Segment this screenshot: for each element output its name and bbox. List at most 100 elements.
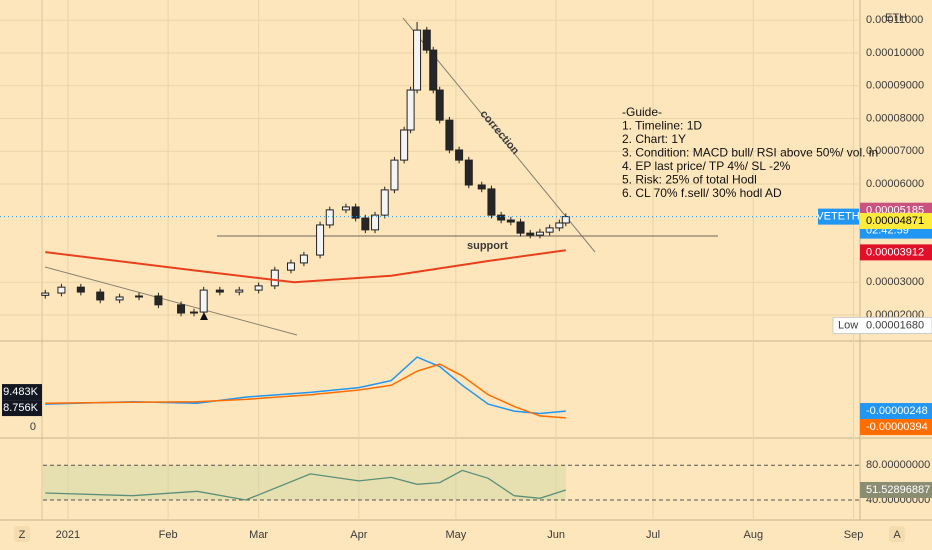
y-tick-label: 0.00007000 xyxy=(866,145,924,157)
y-tick-label: 0.00010000 xyxy=(866,47,924,59)
price-line-box xyxy=(860,212,932,229)
low-title: Low xyxy=(838,319,858,331)
candle-body xyxy=(487,188,496,216)
scale-button[interactable] xyxy=(889,526,905,542)
volume-box xyxy=(2,400,42,417)
x-tick-label: Apr xyxy=(350,529,367,541)
support-label: support xyxy=(467,240,508,252)
candle-body xyxy=(177,304,186,314)
candle-body xyxy=(199,289,208,313)
scale-button[interactable] xyxy=(14,526,30,542)
candle-body xyxy=(497,214,506,221)
candle-body xyxy=(57,286,66,294)
unit-label: ETH xyxy=(885,12,907,24)
candle-body xyxy=(235,289,244,293)
candle-body xyxy=(299,254,308,264)
guide-line: -Guide- xyxy=(622,105,662,119)
x-tick-label: Jun xyxy=(547,529,565,541)
candle-body xyxy=(400,129,409,161)
candle-body xyxy=(215,289,224,293)
candle-body xyxy=(390,159,399,191)
trend-line xyxy=(44,266,298,336)
candle-body xyxy=(371,214,380,231)
volume-label: 8.756K xyxy=(3,402,39,414)
candle-body xyxy=(380,189,389,216)
candle-body xyxy=(506,219,515,223)
macd-label: -0.00000394 xyxy=(866,421,928,433)
x-tick-label: May xyxy=(445,529,466,541)
candle-body xyxy=(422,29,431,51)
volume-box xyxy=(2,384,42,401)
price-line-label: 0.00003912 xyxy=(866,246,924,258)
candle-body xyxy=(115,296,124,301)
candle-body xyxy=(516,221,525,234)
guide-line: 3. Condition: MACD bull/ RSI above 50%/ … xyxy=(622,146,878,160)
scale-button-label[interactable]: A xyxy=(893,529,901,541)
x-tick-label: Sep xyxy=(844,529,864,541)
candle-body xyxy=(445,119,454,151)
x-tick-label: Feb xyxy=(159,529,178,541)
rsi-tick-label: 80.00000000 xyxy=(866,459,930,471)
macd-box xyxy=(860,403,932,420)
candle-body xyxy=(76,286,85,293)
y-tick-label: 0.00008000 xyxy=(866,112,924,124)
candle-body xyxy=(526,232,535,236)
x-tick-label: Jul xyxy=(646,529,660,541)
rsi-box xyxy=(860,481,932,498)
guide-line: 5. Risk: 25% of total Hodl xyxy=(622,173,757,187)
macd-line xyxy=(45,363,566,419)
price-line-label: 0.00004871 xyxy=(866,215,924,227)
candle-body xyxy=(413,29,422,91)
candle-body xyxy=(361,217,370,231)
candle-body xyxy=(286,262,295,271)
symbol-box xyxy=(818,208,859,225)
candle-body xyxy=(545,227,554,233)
candle-body xyxy=(189,311,198,314)
guide-line: 4. EP last price/ TP 4%/ SL -2% xyxy=(622,159,791,173)
guide-line: 6. CL 70% f.sell/ 30% hodl AD xyxy=(622,186,782,200)
x-tick-label: Aug xyxy=(744,529,764,541)
candle-body xyxy=(477,184,486,190)
candle-body xyxy=(535,231,544,236)
moving-average xyxy=(45,249,566,284)
rsi-label: 51.52896887 xyxy=(866,484,930,496)
y-tick-label: 0.00009000 xyxy=(866,80,924,92)
volume-label: 9.483K xyxy=(3,386,39,398)
candle-body xyxy=(351,206,360,219)
candle-body xyxy=(464,159,473,186)
candle-body xyxy=(135,295,144,298)
candle-body xyxy=(316,224,325,256)
x-tick-label: 2021 xyxy=(56,529,80,541)
guide-line: 1. Timeline: 1D xyxy=(622,119,702,133)
candle-body xyxy=(406,89,415,131)
candle-body xyxy=(41,292,50,296)
low-value: 0.00001680 xyxy=(866,319,924,331)
candle-body xyxy=(154,295,163,306)
candle-body xyxy=(96,291,105,301)
guide-line: 2. Chart: 1Y xyxy=(622,132,686,146)
macd-line xyxy=(45,356,566,415)
candle-body xyxy=(270,269,279,287)
candle-body xyxy=(429,49,438,91)
labels: 0.000020000.000030000.000060000.00007000… xyxy=(2,14,932,542)
rsi-band xyxy=(43,465,566,500)
y-tick-label: 0.00003000 xyxy=(866,276,924,288)
y-tick-label: 0.00006000 xyxy=(866,178,924,190)
macd-label: -0.00000248 xyxy=(866,405,928,417)
volume-tick-label: 0 xyxy=(30,421,36,433)
candle-body xyxy=(561,216,570,224)
candle-body xyxy=(341,206,350,211)
y-tick-label: 0.00011000 xyxy=(866,14,923,26)
rsi-line xyxy=(45,469,566,501)
candle-body xyxy=(254,285,263,291)
candle-body xyxy=(455,149,464,161)
buy-marker xyxy=(200,312,208,320)
scale-button-label[interactable]: Z xyxy=(19,529,26,541)
candle-body xyxy=(555,222,564,229)
low-box xyxy=(832,316,932,334)
macd-box xyxy=(860,419,932,436)
price-line-box xyxy=(860,244,932,261)
candle-body xyxy=(325,209,334,226)
